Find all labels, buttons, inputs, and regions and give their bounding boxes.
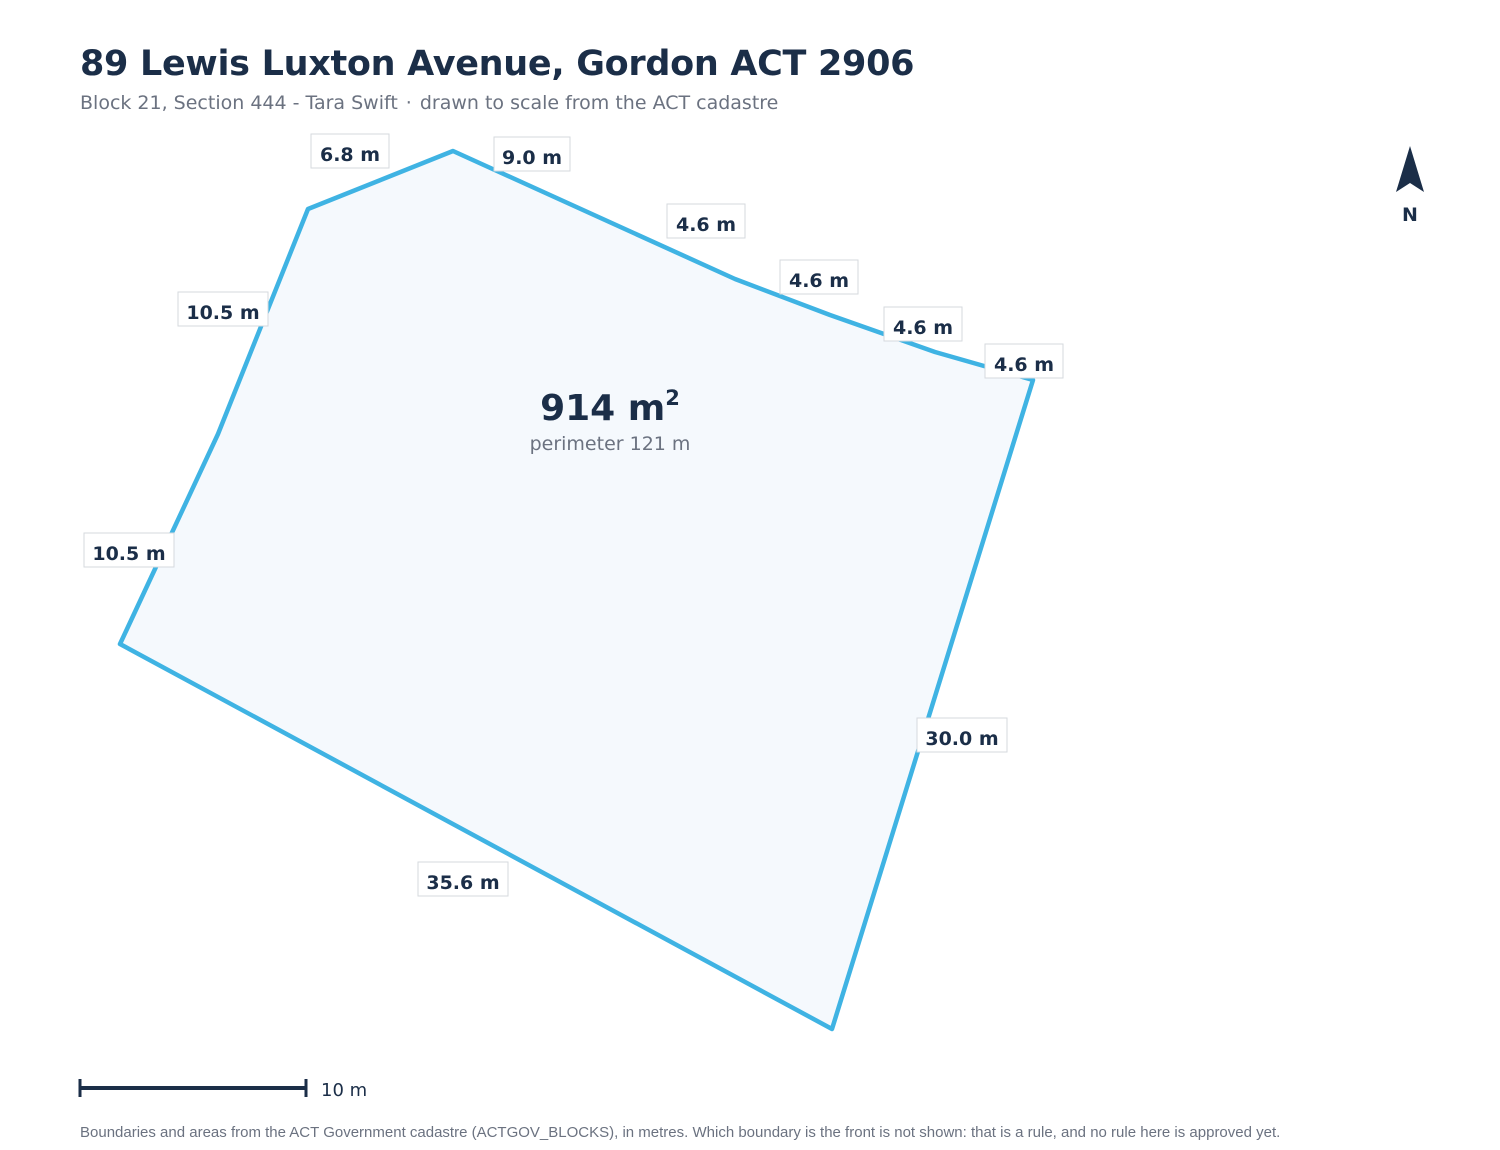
- edge-label-6: 4.6 m: [984, 343, 1064, 379]
- edge-label-10: 10.5 m: [177, 291, 269, 327]
- area-superscript: 2: [665, 386, 680, 410]
- edge-label-3: 4.6 m: [666, 203, 746, 239]
- edge-label-4-text: 4.6 m: [789, 270, 849, 292]
- scale-bar-label: 10 m: [321, 1080, 367, 1101]
- subtitle-block: Block 21, Section 444 - Tara Swift: [80, 92, 398, 114]
- edge-label-2-text: 9.0 m: [502, 147, 562, 169]
- edge-label-7-text: 30.0 m: [925, 728, 998, 750]
- area-value: 914 m2: [540, 386, 680, 429]
- subtitle-note: drawn to scale from the ACT cadastre: [419, 92, 779, 114]
- edge-label-1-text: 6.8 m: [320, 144, 380, 166]
- footnote: Boundaries and areas from the ACT Govern…: [80, 1124, 1281, 1141]
- area-number: 914 m: [540, 388, 665, 429]
- parcel-boundary[interactable]: [117, 148, 1036, 1032]
- north-arrow-icon: [1396, 146, 1424, 192]
- perimeter-label: perimeter 121 m: [530, 433, 691, 455]
- edge-label-1: 6.8 m: [310, 133, 390, 169]
- edge-label-7: 30.0 m: [916, 717, 1008, 753]
- edge-label-6-text: 4.6 m: [994, 354, 1054, 376]
- edge-label-9: 10.5 m: [83, 532, 175, 568]
- north-label: N: [1402, 204, 1418, 226]
- edge-label-4: 4.6 m: [779, 259, 859, 295]
- scale-bar: [78, 1079, 308, 1097]
- subtitle-separator: ·: [405, 92, 412, 114]
- edge-label-8-text: 35.6 m: [426, 872, 499, 894]
- edge-label-3-text: 4.6 m: [676, 214, 736, 236]
- edge-label-2: 9.0 m: [493, 136, 571, 172]
- page-subtitle: Block 21, Section 444 - Tara Swift · drawn…: [80, 92, 778, 114]
- edge-label-5: 4.6 m: [883, 306, 963, 342]
- edge-label-8: 35.6 m: [417, 861, 509, 897]
- edge-label-9-text: 10.5 m: [92, 543, 165, 565]
- edge-label-10-text: 10.5 m: [186, 302, 259, 324]
- edge-label-5-text: 4.6 m: [893, 317, 953, 339]
- page-title: 89 Lewis Luxton Avenue, Gordon ACT 2906: [80, 44, 915, 84]
